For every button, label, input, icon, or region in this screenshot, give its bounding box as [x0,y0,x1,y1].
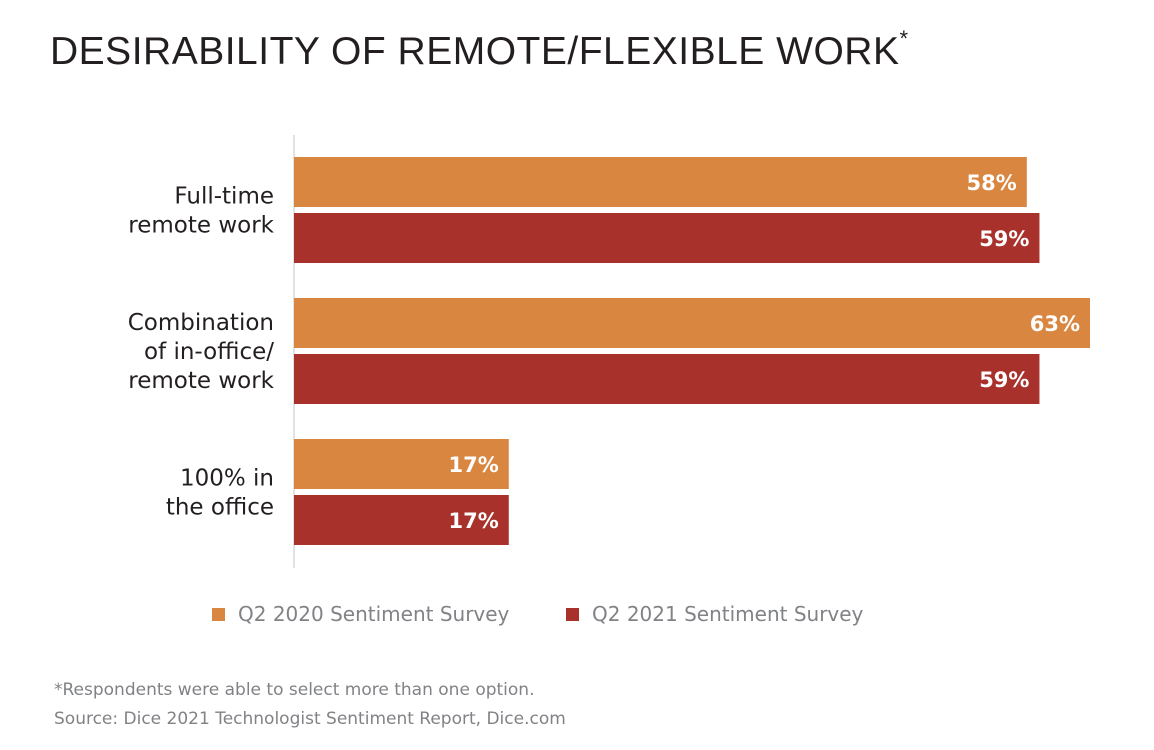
footnote-source: Source: Dice 2021 Technologist Sentiment… [54,709,566,729]
data-label: 63% [1030,312,1080,336]
data-label: 59% [979,368,1029,392]
bar [294,495,509,545]
data-label: 58% [967,171,1017,195]
category-label: Combination [128,310,274,336]
legend-label-2021: Q2 2021 Sentiment Survey [592,602,864,626]
chart-legend: Q2 2020 Sentiment Survey Q2 2021 Sentime… [0,602,1154,630]
category-label: of in-office/ [144,339,274,365]
bar [294,354,1040,404]
category-label: the office [166,495,274,521]
category-label: remote work [128,213,274,239]
bar [294,298,1090,348]
category-label: remote work [128,368,274,394]
legend-item-2020: Q2 2020 Sentiment Survey [212,602,509,626]
data-label: 17% [449,509,499,533]
footnote-note: *Respondents were able to select more th… [54,680,535,700]
data-label: 59% [979,227,1029,251]
data-label: 17% [449,453,499,477]
legend-item-2021: Q2 2021 Sentiment Survey [566,602,863,626]
chart-title: DESIRABILITY OF REMOTE/FLEXIBLE WORK* [50,26,909,74]
legend-swatch-2021 [566,607,579,621]
bar-chart: Full-time remote work 58% 59% Combination of … [128,135,1090,568]
category-label: 100% in [180,466,274,492]
chart-title-text: DESIRABILITY OF REMOTE/FLEXIBLE WORK [50,30,900,73]
bar [294,157,1027,207]
bar [294,213,1040,263]
category-label: Full-time [174,184,274,210]
title-asterisk: * [899,26,909,51]
legend-swatch-2020 [212,607,225,621]
bar [294,439,509,489]
legend-label-2020: Q2 2020 Sentiment Survey [238,602,510,626]
